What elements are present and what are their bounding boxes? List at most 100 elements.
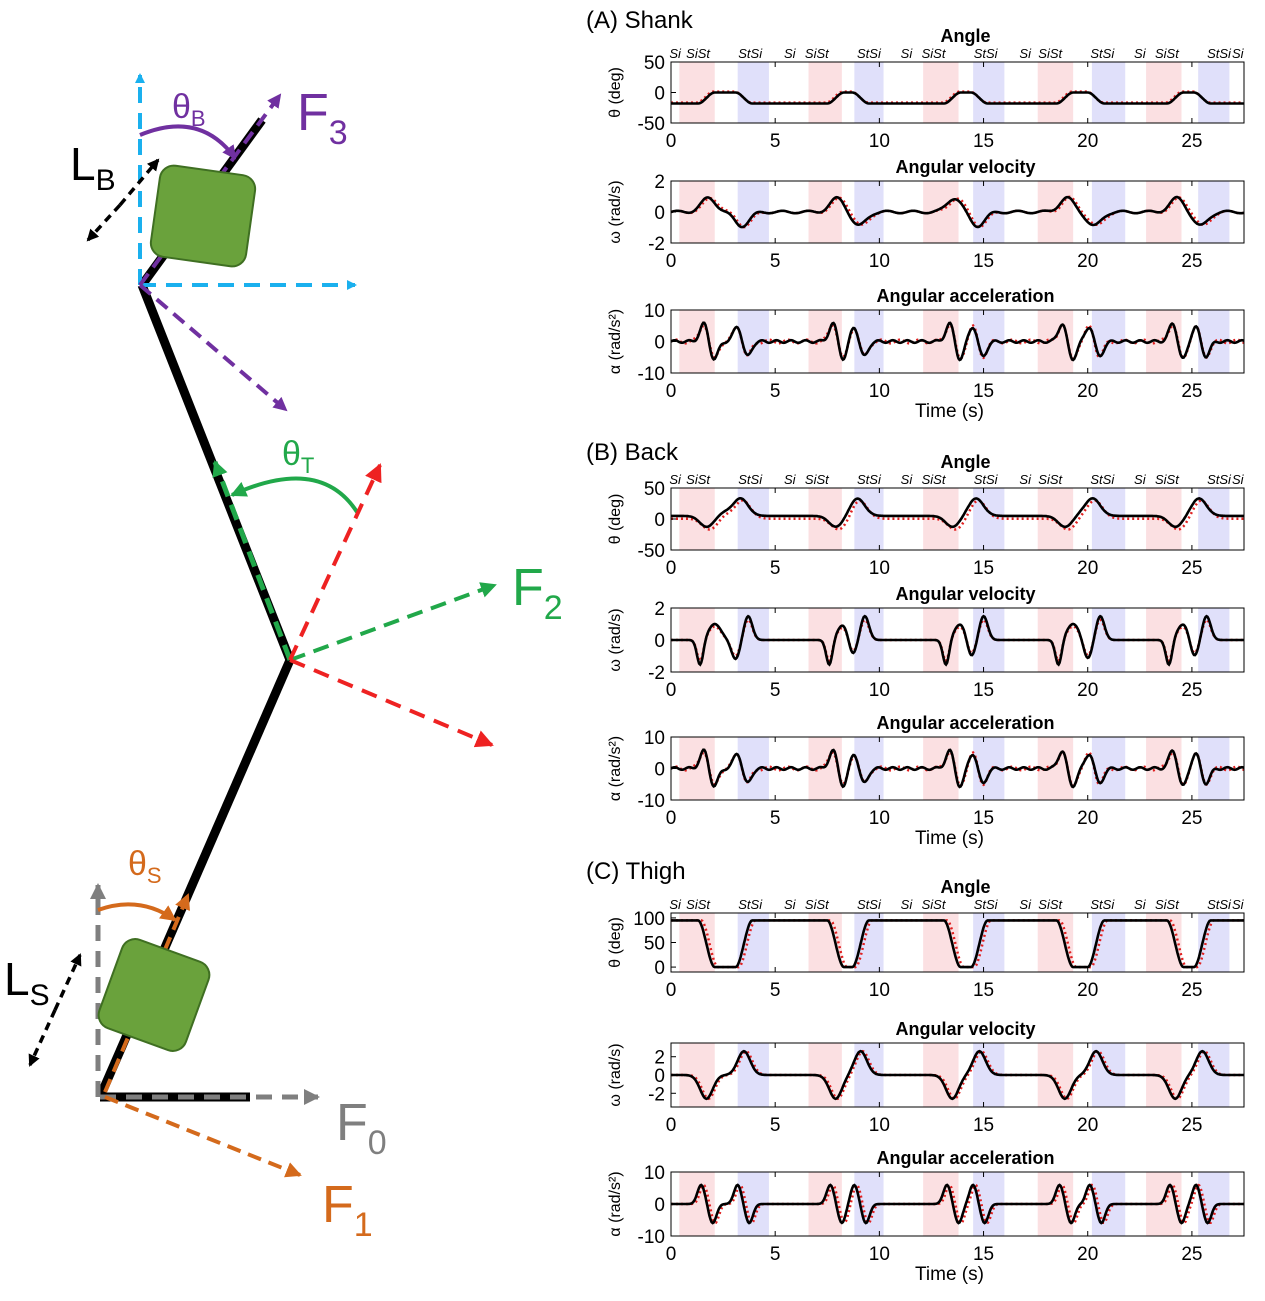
series-estimated [671, 499, 1244, 531]
y-tick-label: -2 [648, 234, 665, 255]
phase-label: Si [1019, 897, 1032, 912]
y-tick-label: -50 [638, 114, 665, 135]
panel-title: Angular acceleration [876, 286, 1054, 306]
phase-label: StSi [738, 472, 763, 487]
y-axis-label: θ (deg) [607, 67, 624, 118]
ls-arrow-up [53, 953, 82, 1011]
phase-label: StSi [974, 472, 999, 487]
phase-label: StSi [857, 897, 882, 912]
phase-label: SiSt [1155, 472, 1180, 487]
phase-label: StSi [1207, 897, 1232, 912]
y-tick-label: -10 [638, 791, 665, 812]
phase-label: Si [1232, 46, 1245, 61]
x-tick-label: 15 [973, 131, 994, 152]
phase-label: SiSt [1155, 46, 1180, 61]
phase-label: StSi [1090, 897, 1115, 912]
x-tick-label: 0 [666, 131, 677, 152]
phase-label: SiSt [805, 46, 830, 61]
phase-label: Si [901, 472, 914, 487]
f2-label: F2 [512, 559, 563, 627]
f3-label: F3 [297, 84, 348, 152]
x-tick-label: 25 [1181, 251, 1202, 272]
x-tick-label: 15 [973, 808, 994, 829]
x-tick-label: 5 [770, 680, 781, 701]
x-tick-label: 5 [770, 251, 781, 272]
y-tick-label: 10 [644, 728, 665, 749]
y-tick-label: 0 [654, 333, 665, 354]
phase-label: Si [1232, 472, 1245, 487]
x-tick-label: 15 [973, 251, 994, 272]
f0-label: F0 [336, 1094, 387, 1162]
phase-label: StSi [738, 46, 763, 61]
x-tick-label: 25 [1181, 131, 1202, 152]
y-tick-label: 0 [654, 1195, 665, 1216]
theta-s-label: θS [128, 845, 162, 888]
x-tick-label: 10 [869, 808, 890, 829]
y-axis-label: θ (deg) [607, 917, 624, 968]
shade-red [808, 913, 842, 972]
phase-label: SiSt [922, 472, 947, 487]
phase-label: Si [784, 46, 797, 61]
series-measured [671, 1049, 1244, 1101]
phase-label: StSi [1207, 46, 1232, 61]
x-tick-label: 10 [869, 558, 890, 579]
x-tick-label: 20 [1077, 131, 1098, 152]
y-tick-label: 2 [654, 1048, 665, 1069]
phase-label: SiSt [922, 46, 947, 61]
x-tick-label: 20 [1077, 381, 1098, 402]
phase-label: SiSt [805, 472, 830, 487]
y-tick-label: 2 [654, 172, 665, 193]
series-measured [671, 919, 1244, 969]
lb-label: LB [70, 138, 116, 197]
back-sensor-box [149, 164, 257, 268]
x-axis-label: Time (s) [915, 1264, 984, 1285]
theta-b-label: θB [172, 88, 206, 131]
x-tick-label: 5 [770, 980, 781, 1001]
panel-title: Angle [940, 877, 990, 897]
y-axis-label: ω (rad/s) [607, 608, 624, 671]
y-tick-label: 100 [633, 909, 665, 930]
shade-red [923, 62, 959, 123]
y-tick-label: 50 [644, 934, 665, 955]
shade-blue [973, 913, 1005, 972]
y-tick-label: 0 [654, 1066, 665, 1087]
y-tick-label: 0 [654, 958, 665, 979]
x-tick-label: 25 [1181, 808, 1202, 829]
x-axis-label: Time (s) [915, 401, 984, 422]
series-measured [670, 321, 1245, 362]
phase-label: SiSt [1155, 897, 1180, 912]
phase-label: SiSt [1038, 897, 1063, 912]
phase-label: Si [901, 46, 914, 61]
panel-title: Angular velocity [895, 1019, 1035, 1039]
phase-label: Si [784, 897, 797, 912]
x-tick-label: 10 [869, 980, 890, 1001]
y-axis-label: α (rad/s²) [607, 1171, 624, 1236]
x-tick-label: 10 [869, 680, 890, 701]
shade-blue [1198, 62, 1230, 123]
phase-label: StSi [857, 472, 882, 487]
y-axis-label: α (rad/s²) [607, 309, 624, 374]
phase-label: SiSt [686, 897, 711, 912]
x-tick-label: 25 [1181, 558, 1202, 579]
phase-label: Si [669, 46, 682, 61]
shade-red [808, 62, 842, 123]
x-tick-label: 0 [666, 1244, 677, 1265]
y-tick-label: -10 [638, 1227, 665, 1248]
red-axis-arrow [288, 463, 382, 661]
x-tick-label: 25 [1181, 381, 1202, 402]
red-normal-arrow [289, 658, 494, 748]
x-tick-label: 20 [1077, 251, 1098, 272]
phase-label: Si [1134, 472, 1147, 487]
series-measured [671, 496, 1244, 529]
y-tick-label: 10 [644, 1163, 665, 1184]
phase-label: StSi [974, 897, 999, 912]
shade-blue [737, 913, 769, 972]
